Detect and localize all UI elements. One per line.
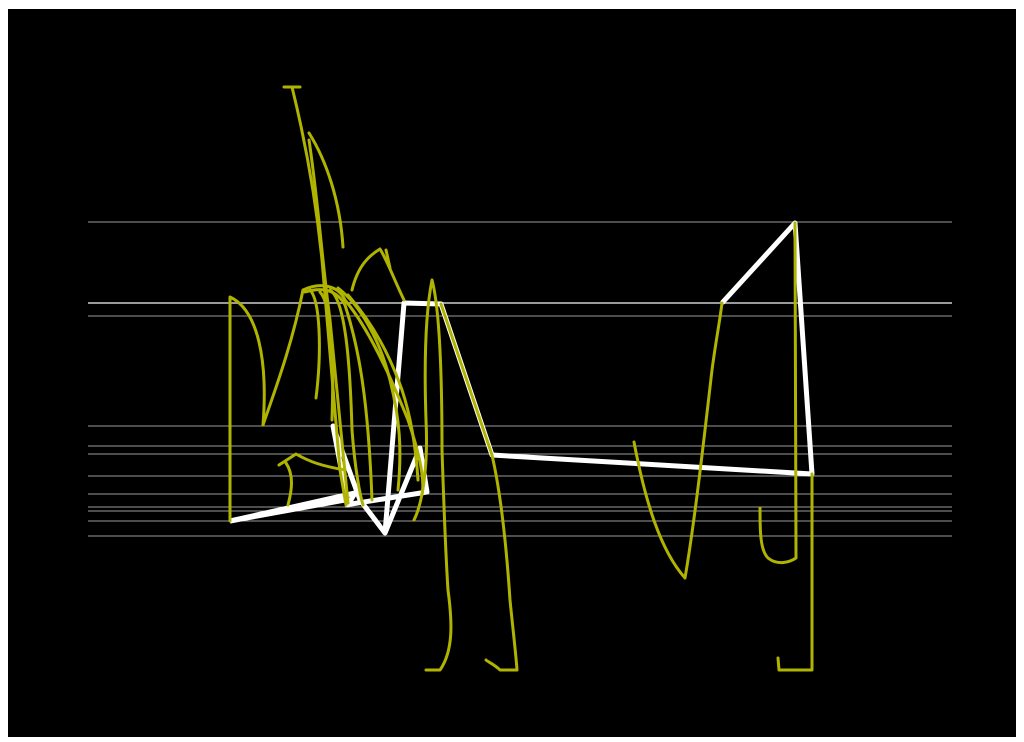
scribble-stroke	[228, 284, 425, 523]
scribble-stroke	[439, 302, 519, 672]
scribble-stroke	[346, 293, 420, 482]
scribble-stroke	[277, 452, 347, 472]
scribble-strokes	[228, 85, 814, 672]
scribble-stroke	[776, 472, 814, 672]
scribble-stroke	[384, 248, 392, 270]
scribble-stroke	[328, 288, 365, 507]
white-path-segment	[229, 497, 346, 524]
scribble-stroke	[758, 221, 798, 565]
scribble-stroke	[307, 131, 345, 249]
scribble-stroke	[632, 301, 724, 580]
drawing-canvas	[8, 9, 1016, 737]
scribble-stroke	[284, 461, 293, 507]
scribble-stroke	[318, 290, 335, 422]
scribble-stroke	[350, 247, 406, 302]
reference-lines	[88, 221, 952, 537]
white-path-segment	[344, 445, 430, 534]
scribble-stroke	[308, 288, 321, 400]
scribble-stroke	[412, 278, 453, 672]
scribble-stroke	[303, 288, 374, 502]
